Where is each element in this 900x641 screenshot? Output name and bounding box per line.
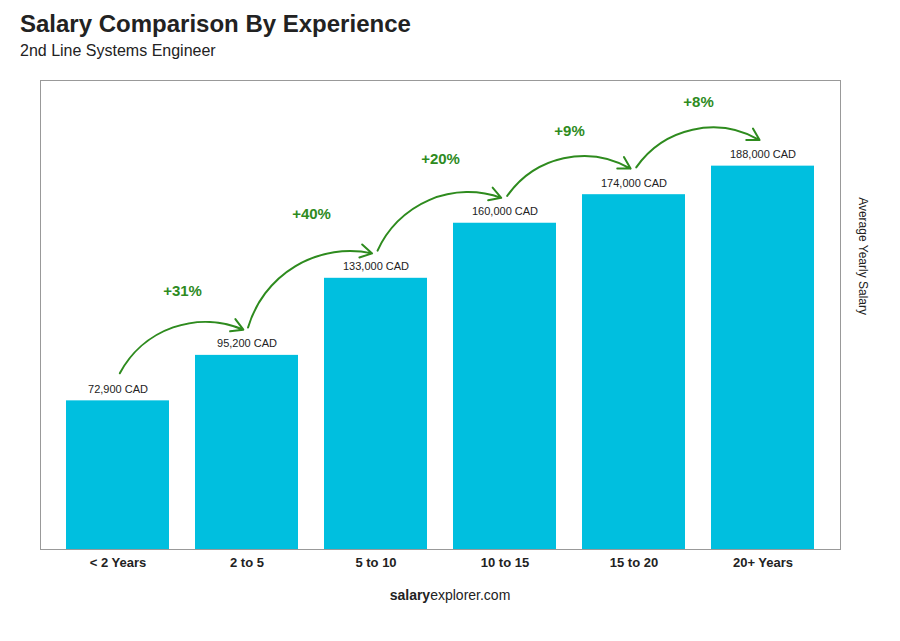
svg-text:160,000 CAD: 160,000 CAD bbox=[472, 205, 538, 217]
svg-text:+20%: +20% bbox=[421, 150, 460, 167]
svg-text:15 to 20: 15 to 20 bbox=[610, 555, 658, 570]
html-text:Salary Comparison By Experienc: Salary Comparison By Experience bbox=[20, 10, 411, 37]
svg-text:+31%: +31% bbox=[163, 282, 202, 299]
svg-text:72,900 CAD: 72,900 CAD bbox=[88, 383, 148, 395]
svg-text:< 2 Years: < 2 Years bbox=[90, 555, 147, 570]
html-text:salary explorer.com: salary explorer.com bbox=[389, 587, 511, 603]
svg-text:188,000 CAD: 188,000 CAD bbox=[730, 148, 796, 160]
svg-text:20+ Years: 20+ Years bbox=[733, 555, 793, 570]
html-text:2nd Line Systems Engineer: 2nd Line Systems Engineer bbox=[20, 42, 216, 59]
svg-text:5 to 10: 5 to 10 bbox=[355, 555, 396, 570]
svg-text:2 to 5: 2 to 5 bbox=[230, 555, 264, 570]
svg-text:+9%: +9% bbox=[554, 121, 584, 138]
svg-text:+8%: +8% bbox=[683, 93, 713, 110]
svg-text:Average Yearly Salary: Average Yearly Salary bbox=[856, 197, 870, 315]
svg-text:133,000 CAD: 133,000 CAD bbox=[343, 260, 409, 272]
svg-text:+40%: +40% bbox=[292, 205, 331, 222]
svg-text:95,200 CAD: 95,200 CAD bbox=[217, 337, 277, 349]
svg-text:174,000 CAD: 174,000 CAD bbox=[601, 177, 667, 189]
svg-text:10 to 15: 10 to 15 bbox=[481, 555, 529, 570]
